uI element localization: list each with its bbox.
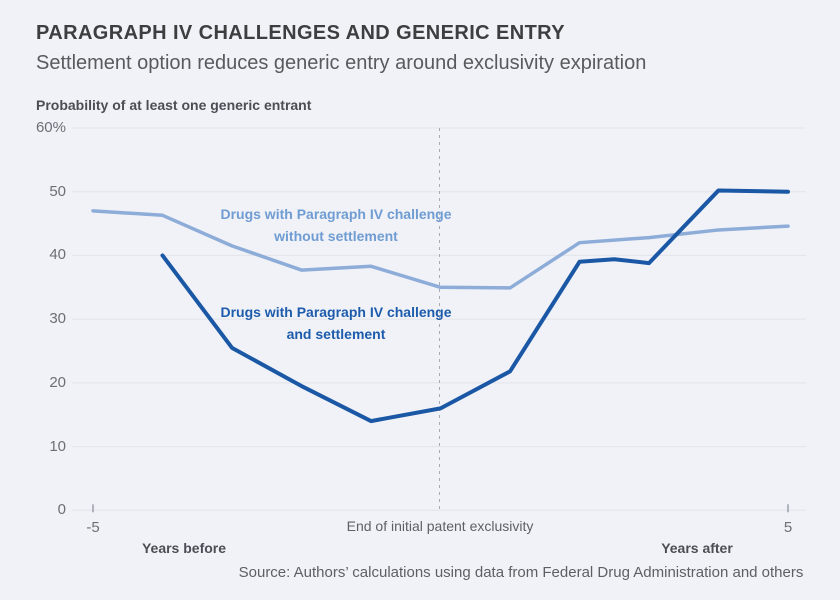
x-region-label-after: Years after [661, 540, 733, 556]
series-line-0 [91, 209, 790, 290]
series-label-with-settlement: Drugs with Paragraph IV challenge and se… [171, 301, 501, 345]
series-label-without-settlement: Drugs with Paragraph IV challenge withou… [171, 203, 501, 247]
series-label-with-settlement-line1: Drugs with Paragraph IV challenge [220, 304, 452, 320]
y-tick-30: 30 [49, 310, 66, 327]
y-tick-50: 50 [49, 183, 66, 200]
chart-title: PARAGRAPH IV CHALLENGES AND GENERIC ENTR… [36, 22, 566, 44]
x-tick-minus5: -5 [86, 519, 100, 536]
series-label-without-settlement-line2: without settlement [274, 228, 398, 244]
reference-line-label: End of initial patent exclusivity [346, 518, 534, 534]
y-tick-40: 40 [49, 246, 66, 263]
series-label-without-settlement-line1: Drugs with Paragraph IV challenge [220, 206, 452, 222]
chart-subtitle: Settlement option reduces generic entry … [36, 52, 647, 74]
y-tick-20: 20 [49, 374, 66, 391]
source-note: Source: Authors’ calculations using data… [238, 564, 804, 581]
series-line-1 [160, 188, 790, 424]
x-region-label-before: Years before [141, 540, 227, 556]
y-tick-10: 10 [49, 438, 66, 455]
y-tick-60: 60% [35, 119, 66, 136]
y-tick-0: 0 [57, 501, 66, 518]
y-axis-title: Probability of at least one generic entr… [36, 97, 312, 113]
series-label-with-settlement-line2: and settlement [286, 326, 386, 342]
x-tick-5: 5 [783, 519, 793, 536]
